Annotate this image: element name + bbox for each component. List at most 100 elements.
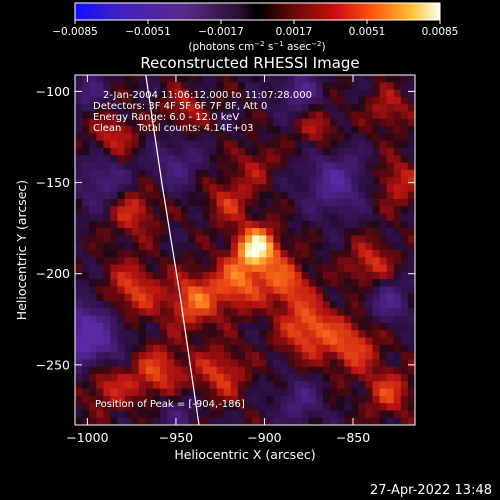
heatmap-cell bbox=[195, 126, 203, 134]
heatmap-cell bbox=[266, 75, 274, 83]
heatmap-cell bbox=[287, 162, 295, 171]
heatmap-cell bbox=[330, 271, 338, 280]
heatmap-cell bbox=[259, 104, 267, 112]
heatmap-cell bbox=[273, 271, 281, 280]
heatmap-cell bbox=[287, 286, 295, 295]
heatmap-cell bbox=[358, 381, 366, 389]
heatmap-cell bbox=[386, 96, 395, 105]
heatmap-cell bbox=[181, 82, 189, 90]
heatmap-cell bbox=[110, 359, 118, 368]
heatmap-cell bbox=[209, 169, 218, 178]
heatmap-cell bbox=[223, 352, 232, 360]
heatmap-cell bbox=[82, 264, 90, 273]
heatmap-cell bbox=[315, 286, 324, 295]
heatmap-cell bbox=[230, 359, 239, 368]
heatmap-cell bbox=[124, 301, 133, 309]
colorbar-tick-label: −0.0051 bbox=[125, 26, 171, 38]
heatmap-cell bbox=[174, 220, 182, 229]
heatmap-cell bbox=[301, 403, 310, 411]
heatmap-cell bbox=[280, 75, 288, 83]
heatmap-cell bbox=[273, 155, 281, 163]
heatmap-cell bbox=[322, 257, 331, 265]
heatmap-cell bbox=[294, 344, 303, 353]
heatmap-cell bbox=[82, 96, 90, 105]
heatmap-cell bbox=[124, 308, 133, 317]
heatmap-cell bbox=[202, 169, 210, 178]
heatmap-cell bbox=[117, 213, 125, 222]
heatmap-cell bbox=[266, 337, 274, 346]
heatmap-cell bbox=[96, 198, 104, 207]
heatmap-cell bbox=[280, 366, 288, 375]
heatmap-cell bbox=[273, 322, 281, 331]
heatmap-cell bbox=[280, 250, 288, 258]
heatmap-cell bbox=[75, 75, 83, 83]
heatmap-cell bbox=[365, 373, 373, 382]
heatmap-cell bbox=[252, 147, 260, 156]
heatmap-cell bbox=[315, 264, 324, 273]
heatmap-cell bbox=[372, 271, 380, 280]
heatmap-cell bbox=[230, 271, 239, 280]
heatmap-cell bbox=[280, 286, 288, 295]
heatmap-cell bbox=[351, 104, 359, 112]
heatmap-cell bbox=[344, 359, 352, 368]
heatmap-cell bbox=[330, 279, 338, 287]
heatmap-cell bbox=[117, 417, 125, 425]
heatmap-cell bbox=[110, 242, 118, 251]
heatmap-cell bbox=[160, 344, 168, 353]
heatmap-cell bbox=[124, 344, 133, 353]
heatmap-cell bbox=[344, 198, 352, 207]
heatmap-cell bbox=[202, 206, 210, 214]
heatmap-cell bbox=[337, 126, 345, 134]
heatmap-cell bbox=[386, 293, 395, 302]
heatmap-cell bbox=[160, 177, 168, 185]
heatmap-cell bbox=[315, 388, 324, 397]
heatmap-cell bbox=[372, 89, 380, 98]
heatmap-cell bbox=[152, 235, 161, 244]
heatmap-cell bbox=[358, 75, 366, 83]
heatmap-cell bbox=[124, 388, 133, 397]
heatmap-cell bbox=[209, 220, 218, 229]
heatmap-cell bbox=[386, 344, 395, 353]
heatmap-cell bbox=[209, 177, 218, 185]
heatmap-cell bbox=[322, 213, 331, 222]
heatmap-cell bbox=[181, 75, 189, 83]
heatmap-cell bbox=[124, 198, 133, 207]
heatmap-cell bbox=[393, 257, 402, 265]
heatmap-cell bbox=[237, 315, 246, 324]
heatmap-cell bbox=[315, 191, 324, 200]
heatmap-cell bbox=[273, 104, 281, 112]
heatmap-cell bbox=[273, 359, 281, 368]
heatmap-cell bbox=[330, 366, 338, 375]
heatmap-cell bbox=[365, 352, 373, 360]
heatmap-cell bbox=[259, 359, 267, 368]
heatmap-cell bbox=[202, 271, 210, 280]
heatmap-cell bbox=[351, 235, 359, 244]
heatmap-cell bbox=[117, 301, 125, 309]
heatmap-cell bbox=[393, 308, 402, 317]
heatmap-cell bbox=[152, 410, 161, 419]
heatmap-cell bbox=[96, 177, 104, 185]
heatmap-cell bbox=[294, 395, 303, 404]
heatmap-cell bbox=[252, 235, 260, 244]
heatmap-cell bbox=[259, 206, 267, 214]
heatmap-cell bbox=[124, 82, 133, 90]
heatmap-cell bbox=[202, 155, 210, 163]
heatmap-cell bbox=[237, 147, 246, 156]
heatmap-cell bbox=[400, 322, 409, 331]
heatmap-cell bbox=[393, 228, 402, 236]
heatmap-cell bbox=[287, 118, 295, 127]
heatmap-cell bbox=[322, 96, 331, 105]
heatmap-cell bbox=[181, 359, 189, 368]
heatmap-cell bbox=[181, 403, 189, 411]
heatmap-cell bbox=[351, 126, 359, 134]
heatmap-cell bbox=[195, 279, 203, 287]
heatmap-cell bbox=[322, 301, 331, 309]
heatmap-cell bbox=[174, 315, 182, 324]
heatmap-cell bbox=[75, 250, 83, 258]
heatmap-cell bbox=[344, 147, 352, 156]
heatmap-cell bbox=[252, 118, 260, 127]
heatmap-cell bbox=[386, 242, 395, 251]
heatmap-cell bbox=[181, 352, 189, 360]
heatmap-cell bbox=[152, 315, 161, 324]
heatmap-cell bbox=[259, 308, 267, 317]
